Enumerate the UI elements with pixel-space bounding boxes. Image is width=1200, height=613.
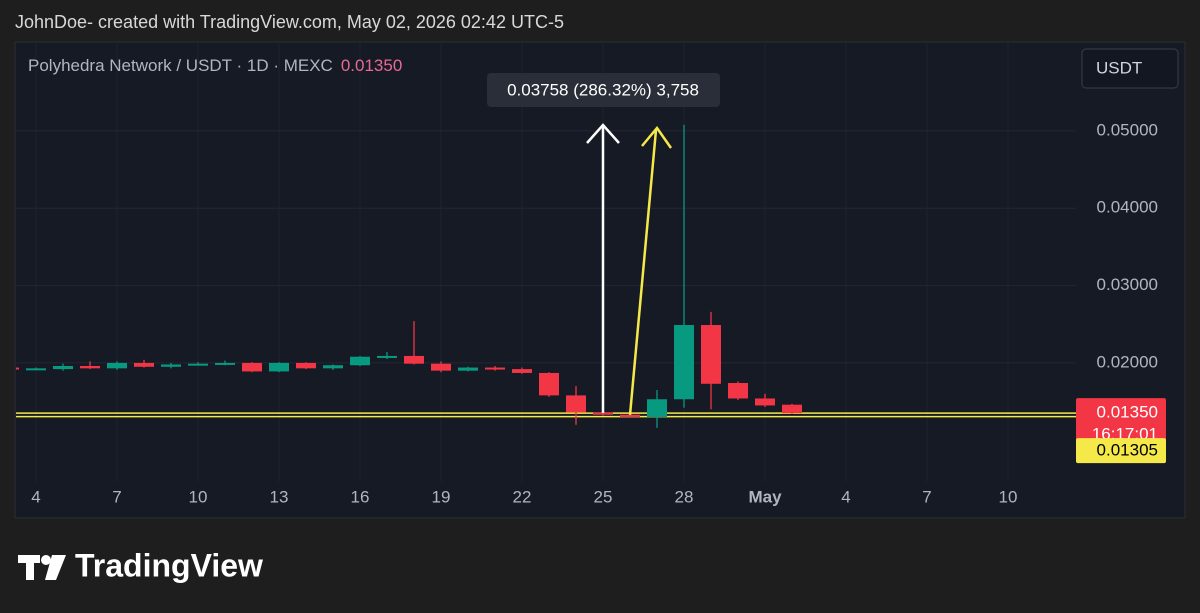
measure-tooltip	[487, 73, 720, 107]
logo-text: TradingView	[75, 547, 263, 583]
logo-slash	[45, 555, 66, 580]
x-tick-label: 10	[189, 487, 208, 506]
last-price-box	[1076, 398, 1166, 447]
symbol: Polyhedra Network / USDT · 1D · MEXC	[28, 56, 333, 75]
x-tick-label: 25	[594, 487, 613, 506]
candle-body	[674, 325, 694, 400]
measure-tooltip-text: 0.03758 (286.32%) 3,758	[507, 80, 699, 99]
y-tick-label: 0.03000	[1097, 275, 1158, 294]
plot-area	[16, 124, 1076, 428]
x-tick-label: 7	[112, 487, 121, 506]
x-tick-label: 10	[999, 487, 1018, 506]
chart-panel	[14, 41, 1186, 519]
alert-price-label: 0.01305	[1097, 441, 1158, 460]
candle-body	[215, 362, 235, 365]
candle-body	[53, 366, 73, 370]
candle-body	[539, 372, 559, 396]
x-tick-label: 4	[31, 487, 40, 506]
candle-body	[593, 412, 613, 415]
candle-body	[728, 383, 748, 399]
arrow-head-white	[586, 123, 620, 144]
candle-body	[161, 364, 181, 367]
candle-body	[377, 355, 397, 358]
y-tick-label: 0.05000	[1097, 120, 1158, 139]
currency-button[interactable]	[1081, 48, 1179, 89]
x-tick-label: 13	[270, 487, 289, 506]
candle-body	[647, 399, 667, 418]
x-tick-label: May	[748, 487, 782, 506]
header-price: 0.01350	[341, 56, 402, 75]
candle-body	[431, 363, 451, 371]
candle-body	[269, 362, 289, 372]
logo-icon	[18, 555, 66, 580]
x-tick-label: 4	[841, 487, 850, 506]
x-tick-label: 16	[351, 487, 370, 506]
y-tick-label: 0.04000	[1097, 198, 1158, 217]
logo-dot	[41, 555, 51, 565]
logo-stem	[26, 555, 34, 580]
arrows	[586, 123, 673, 416]
candle-body	[566, 395, 586, 413]
candle-body	[80, 366, 100, 369]
candle-body	[350, 356, 370, 366]
x-tick-label: 22	[513, 487, 532, 506]
candle-body	[134, 362, 154, 367]
candle-body	[323, 365, 343, 369]
candle-body	[755, 398, 775, 406]
x-tick-label: 28	[675, 487, 694, 506]
x-tick-label: 7	[922, 487, 931, 506]
candle-body	[512, 369, 532, 373]
candle-body	[458, 367, 478, 371]
candle-body	[16, 367, 19, 370]
currency-button-label[interactable]: USDT	[1096, 58, 1142, 77]
arrow-head-yellow	[641, 125, 673, 149]
candle-body	[107, 362, 127, 369]
candle-body	[485, 367, 505, 370]
x-tick-label: 19	[432, 487, 451, 506]
last-price-label: 0.01350	[1097, 403, 1158, 422]
chart-title: Polyhedra Network / USDT · 1D · MEXC 0.01…	[28, 56, 402, 75]
arrow-yellow	[628, 129, 658, 416]
attribution: JohnDoe- created with TradingView.com, M…	[15, 12, 564, 32]
candle-body	[782, 404, 802, 414]
candle-body	[26, 368, 46, 371]
candle-body	[701, 325, 721, 384]
alert-price-box	[1076, 438, 1166, 464]
candle-body	[296, 362, 316, 369]
candle-body	[620, 414, 640, 418]
y-tick-label: 0.02000	[1097, 352, 1158, 371]
candle-body	[404, 355, 424, 364]
candle-body	[188, 363, 208, 366]
candle-body	[242, 362, 262, 372]
